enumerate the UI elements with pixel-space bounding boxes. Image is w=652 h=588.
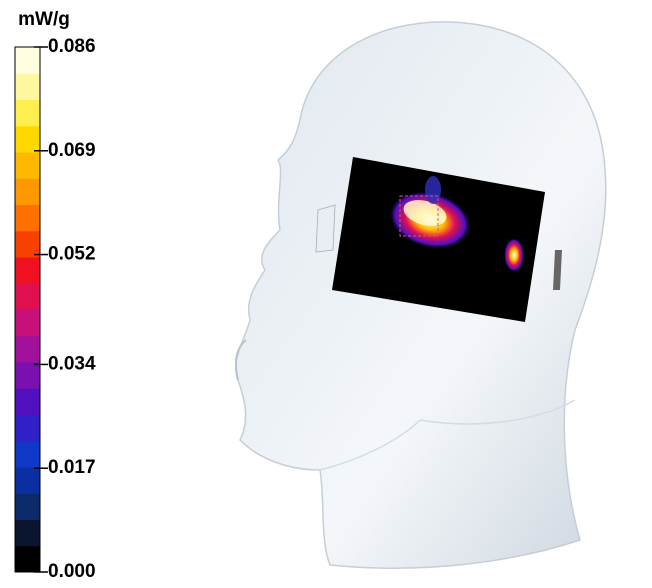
color-step — [15, 73, 40, 100]
tick-label: 0.086 — [48, 36, 96, 57]
color-step — [15, 335, 40, 363]
sar-scan — [332, 157, 545, 322]
tick-label: 0.052 — [48, 244, 96, 265]
color-step — [15, 493, 40, 520]
tick-label: 0.034 — [48, 353, 96, 374]
tick-label: 0.017 — [48, 457, 96, 478]
color-step — [15, 125, 40, 153]
color-step — [15, 257, 40, 284]
colorbar-frame — [14, 46, 41, 573]
color-step — [15, 362, 40, 389]
color-step — [15, 99, 40, 127]
color-step — [15, 388, 40, 415]
color-step — [15, 309, 40, 337]
color-step — [15, 152, 40, 179]
color-step — [15, 414, 40, 442]
color-step — [15, 283, 40, 310]
color-step — [15, 178, 40, 205]
color-step — [15, 545, 40, 573]
colorbar: mW/g 0.000 0.017 0.034 0.052 0.069 0.086 — [14, 9, 96, 582]
color-step — [15, 519, 40, 547]
color-step — [15, 467, 40, 494]
tick-label: 0.069 — [48, 140, 96, 161]
color-step — [15, 204, 40, 232]
tick-label: 0.000 — [48, 561, 96, 582]
colorbar-unit: mW/g — [18, 9, 70, 30]
color-step — [15, 47, 40, 74]
color-step — [15, 230, 40, 258]
color-step — [15, 440, 40, 468]
